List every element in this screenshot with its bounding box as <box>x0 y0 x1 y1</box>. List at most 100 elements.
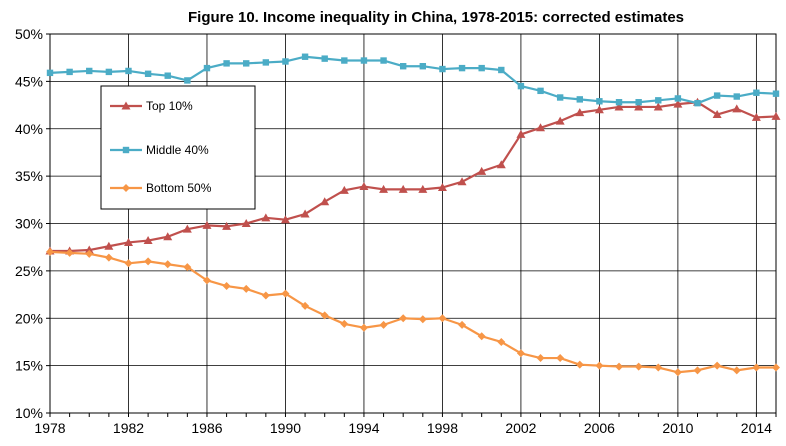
data-point-top-10 <box>751 112 761 121</box>
data-point-bottom-50 <box>202 276 211 285</box>
data-point-top-10 <box>222 221 232 230</box>
data-point-top-10 <box>594 105 604 114</box>
data-point-middle-40 <box>772 90 780 97</box>
data-point-bottom-50 <box>673 368 682 377</box>
data-point-middle-40 <box>635 99 642 106</box>
data-point-middle-40 <box>713 92 721 99</box>
legend-label-middle-40: Middle 40% <box>146 143 209 157</box>
data-point-top-10 <box>634 102 644 111</box>
data-point-top-10 <box>555 116 565 125</box>
data-point-top-10 <box>261 213 271 222</box>
data-point-top-10 <box>123 237 133 246</box>
x-tick-label: 1978 <box>34 420 65 436</box>
data-point-bottom-50 <box>634 362 643 371</box>
data-point-top-10 <box>477 166 487 175</box>
data-point-top-10 <box>84 245 94 254</box>
data-point-top-10 <box>496 160 506 169</box>
series-bottom-50 <box>46 247 780 377</box>
series-line-middle-40 <box>49 55 777 105</box>
data-point-bottom-50 <box>556 354 565 363</box>
data-point-bottom-50 <box>124 259 133 268</box>
data-point-middle-40 <box>753 89 760 96</box>
data-point-bottom-50 <box>104 253 113 262</box>
data-point-middle-40 <box>478 64 485 72</box>
data-point-top-10 <box>320 197 330 206</box>
x-tick-label: 2014 <box>741 420 772 436</box>
data-point-top-10 <box>143 236 153 245</box>
series-line-bottom-50 <box>49 250 776 374</box>
data-point-middle-40 <box>144 70 152 77</box>
data-point-top-10 <box>241 219 251 227</box>
data-point-middle-40 <box>674 95 682 102</box>
y-tick-label: 50% <box>15 26 43 42</box>
data-point-middle-40 <box>282 58 289 65</box>
data-point-middle-40 <box>615 99 623 106</box>
data-point-middle-40 <box>360 57 368 64</box>
series-middle-40 <box>46 53 780 107</box>
data-point-top-10 <box>712 110 722 119</box>
data-point-top-10 <box>457 177 467 186</box>
data-point-bottom-50 <box>752 363 761 372</box>
x-tick-label: 2002 <box>505 420 536 436</box>
legend: Top 10% Middle 40% Bottom 50% <box>100 85 256 210</box>
data-point-middle-40 <box>399 63 407 70</box>
data-point-top-10 <box>182 224 192 233</box>
legend-marker-middle-40 <box>122 146 130 154</box>
y-tick-label: 20% <box>15 310 43 326</box>
x-tick-label: 2010 <box>662 420 693 436</box>
data-point-bottom-50 <box>693 366 702 375</box>
data-point-bottom-50 <box>379 320 388 329</box>
x-tick-label: 1986 <box>191 420 222 436</box>
data-point-middle-40 <box>458 64 466 72</box>
data-point-top-10 <box>398 184 408 193</box>
data-point-top-10 <box>437 182 447 191</box>
data-point-top-10 <box>673 99 683 108</box>
data-point-bottom-50 <box>438 314 447 323</box>
data-point-bottom-50 <box>615 362 624 371</box>
data-point-top-10 <box>280 215 290 224</box>
data-point-middle-40 <box>105 68 113 76</box>
data-point-bottom-50 <box>359 323 368 332</box>
x-tick-label: 2006 <box>584 420 615 436</box>
data-point-bottom-50 <box>301 301 310 310</box>
data-point-top-10 <box>359 182 369 191</box>
data-point-bottom-50 <box>281 289 290 298</box>
data-point-middle-40 <box>380 57 387 64</box>
data-point-middle-40 <box>517 82 525 90</box>
data-point-middle-40 <box>655 97 662 104</box>
y-tick-label: 15% <box>15 358 43 374</box>
data-point-bottom-50 <box>458 320 467 329</box>
data-point-bottom-50 <box>575 360 584 369</box>
data-point-middle-40 <box>419 63 427 70</box>
x-tick-label: 1994 <box>348 420 379 436</box>
data-point-middle-40 <box>125 67 132 75</box>
series-line-top-10 <box>50 101 777 253</box>
x-tick-label: 1998 <box>427 420 458 436</box>
data-point-middle-40 <box>576 96 583 103</box>
data-point-top-10 <box>614 102 624 111</box>
data-point-bottom-50 <box>340 319 349 328</box>
data-point-bottom-50 <box>183 263 192 272</box>
y-tick-label: 25% <box>15 263 43 279</box>
data-point-top-10 <box>536 123 546 132</box>
y-tick-label: 45% <box>15 73 43 89</box>
data-point-bottom-50 <box>497 337 506 346</box>
legend-marker-top-10 <box>121 101 131 110</box>
data-point-middle-40 <box>46 69 54 77</box>
data-point-bottom-50 <box>65 248 74 257</box>
data-point-bottom-50 <box>222 282 231 291</box>
data-point-middle-40 <box>694 99 701 107</box>
data-point-middle-40 <box>66 68 73 76</box>
data-point-middle-40 <box>203 64 211 72</box>
data-point-middle-40 <box>321 55 328 62</box>
data-point-middle-40 <box>733 93 740 100</box>
data-point-bottom-50 <box>85 249 94 258</box>
data-point-top-10 <box>418 184 428 193</box>
data-point-bottom-50 <box>713 361 722 370</box>
data-point-top-10 <box>379 184 389 193</box>
data-point-bottom-50 <box>163 260 172 269</box>
data-point-top-10 <box>202 220 212 229</box>
legend-label-bottom-50: Bottom 50% <box>146 181 212 195</box>
data-point-middle-40 <box>596 98 603 105</box>
y-tick-label: 10% <box>15 405 43 421</box>
